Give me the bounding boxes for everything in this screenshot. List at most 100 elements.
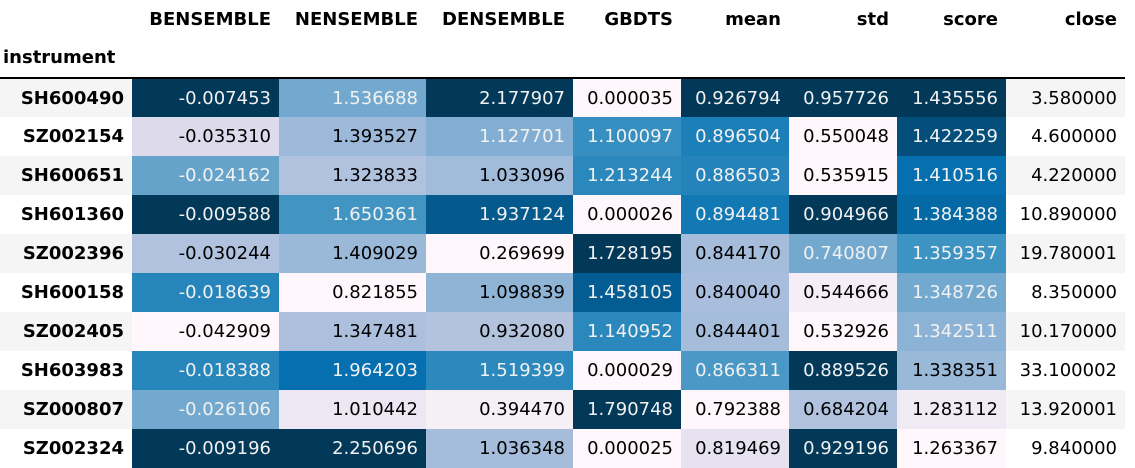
- row-index-label: SH601360: [0, 195, 132, 234]
- column-header: close: [1064, 8, 1117, 30]
- cell-densemble: 1.098839: [426, 273, 573, 312]
- cell-score: 1.283112: [897, 390, 1006, 429]
- column-header-row: BENSEMBLE NENSEMBLE DENSEMBLE GBDTS mean…: [0, 0, 1125, 38]
- table-body: SH600490 -0.007453 1.536688 2.177907 0.00003…: [0, 77, 1125, 468]
- cell-bensemble: -0.026106: [132, 390, 279, 429]
- blank-header-cell: [681, 38, 789, 78]
- cell-score: 1.348726: [897, 273, 1006, 312]
- cell-mean: 0.844401: [681, 312, 789, 351]
- blank-header-cell: [132, 38, 279, 78]
- cell-densemble: 1.937124: [426, 195, 573, 234]
- blank-header-cell: [897, 38, 1006, 78]
- cell-gbdts: 0.000035: [573, 77, 681, 117]
- table-row: SZ002405 -0.042909 1.347481 0.932080 1.14095…: [0, 312, 1125, 351]
- column-header: std: [856, 8, 889, 30]
- blank-header-cell: [789, 38, 897, 78]
- cell-std: 0.740807: [789, 234, 897, 273]
- row-index-label: SZ002324: [0, 429, 132, 468]
- cell-densemble: 0.269699: [426, 234, 573, 273]
- cell-gbdts: 1.790748: [573, 390, 681, 429]
- row-index-label: SZ002396: [0, 234, 132, 273]
- column-header: DENSEMBLE: [442, 8, 565, 30]
- row-index-label: SH600490: [0, 77, 132, 117]
- blank-corner-cell: [0, 0, 132, 38]
- cell-nensemble: 1.010442: [279, 390, 426, 429]
- cell-densemble: 1.127701: [426, 117, 573, 156]
- cell-close: 4.220000: [1006, 156, 1125, 195]
- column-header: score: [943, 8, 998, 30]
- cell-gbdts: 0.000029: [573, 351, 681, 390]
- cell-densemble: 1.036348: [426, 429, 573, 468]
- cell-bensemble: -0.009196: [132, 429, 279, 468]
- row-index-label: SH603983: [0, 351, 132, 390]
- cell-mean: 0.792388: [681, 390, 789, 429]
- table-row: SH601360 -0.009588 1.650361 1.937124 0.00002…: [0, 195, 1125, 234]
- cell-std: 0.532926: [789, 312, 897, 351]
- cell-mean: 0.840040: [681, 273, 789, 312]
- cell-mean: 0.844170: [681, 234, 789, 273]
- column-header: mean: [725, 8, 781, 30]
- table-row: SZ002154 -0.035310 1.393527 1.127701 1.10009…: [0, 117, 1125, 156]
- cell-score: 1.435556: [897, 77, 1006, 117]
- row-index-label: SH600158: [0, 273, 132, 312]
- cell-bensemble: -0.042909: [132, 312, 279, 351]
- blank-header-cell: [279, 38, 426, 78]
- cell-nensemble: 1.347481: [279, 312, 426, 351]
- cell-densemble: 1.033096: [426, 156, 573, 195]
- cell-gbdts: 1.728195: [573, 234, 681, 273]
- blank-header-cell: [426, 38, 573, 78]
- row-index-label: SH600651: [0, 156, 132, 195]
- cell-gbdts: 1.213244: [573, 156, 681, 195]
- cell-std: 0.684204: [789, 390, 897, 429]
- column-header: BENSEMBLE: [149, 8, 271, 30]
- cell-nensemble: 0.821855: [279, 273, 426, 312]
- row-index-label: SZ002405: [0, 312, 132, 351]
- cell-nensemble: 1.393527: [279, 117, 426, 156]
- cell-close: 8.350000: [1006, 273, 1125, 312]
- column-header: GBDTS: [604, 8, 673, 30]
- table-row: SH603983 -0.018388 1.964203 1.519399 0.00002…: [0, 351, 1125, 390]
- index-name-label: instrument: [3, 47, 116, 68]
- cell-bensemble: -0.018639: [132, 273, 279, 312]
- cell-nensemble: 1.964203: [279, 351, 426, 390]
- cell-std: 0.957726: [789, 77, 897, 117]
- cell-std: 0.929196: [789, 429, 897, 468]
- cell-bensemble: -0.018388: [132, 351, 279, 390]
- table-header: BENSEMBLE NENSEMBLE DENSEMBLE GBDTS mean…: [0, 0, 1125, 78]
- table-row: SH600158 -0.018639 0.821855 1.098839 1.45810…: [0, 273, 1125, 312]
- row-index-label: SZ000807: [0, 390, 132, 429]
- cell-score: 1.342511: [897, 312, 1006, 351]
- cell-mean: 0.926794: [681, 77, 789, 117]
- table-row: SZ000807 -0.026106 1.010442 0.394470 1.79074…: [0, 390, 1125, 429]
- cell-close: 4.600000: [1006, 117, 1125, 156]
- cell-nensemble: 2.250696: [279, 429, 426, 468]
- cell-densemble: 0.394470: [426, 390, 573, 429]
- cell-densemble: 1.519399: [426, 351, 573, 390]
- cell-close: 13.920001: [1006, 390, 1125, 429]
- table-row: SZ002396 -0.030244 1.409029 0.269699 1.72819…: [0, 234, 1125, 273]
- cell-mean: 0.866311: [681, 351, 789, 390]
- column-header: NENSEMBLE: [294, 8, 418, 30]
- table-row: SH600490 -0.007453 1.536688 2.177907 0.00003…: [0, 77, 1125, 117]
- cell-mean: 0.886503: [681, 156, 789, 195]
- cell-bensemble: -0.024162: [132, 156, 279, 195]
- cell-std: 0.889526: [789, 351, 897, 390]
- cell-close: 33.100002: [1006, 351, 1125, 390]
- cell-densemble: 0.932080: [426, 312, 573, 351]
- cell-close: 9.840000: [1006, 429, 1125, 468]
- cell-gbdts: 0.000026: [573, 195, 681, 234]
- cell-score: 1.384388: [897, 195, 1006, 234]
- cell-bensemble: -0.035310: [132, 117, 279, 156]
- cell-close: 19.780001: [1006, 234, 1125, 273]
- cell-gbdts: 1.140952: [573, 312, 681, 351]
- blank-header-cell: [1006, 38, 1125, 78]
- blank-header-cell: [573, 38, 681, 78]
- cell-nensemble: 1.650361: [279, 195, 426, 234]
- cell-close: 10.890000: [1006, 195, 1125, 234]
- cell-score: 1.359357: [897, 234, 1006, 273]
- cell-mean: 0.894481: [681, 195, 789, 234]
- cell-std: 0.904966: [789, 195, 897, 234]
- cell-close: 10.170000: [1006, 312, 1125, 351]
